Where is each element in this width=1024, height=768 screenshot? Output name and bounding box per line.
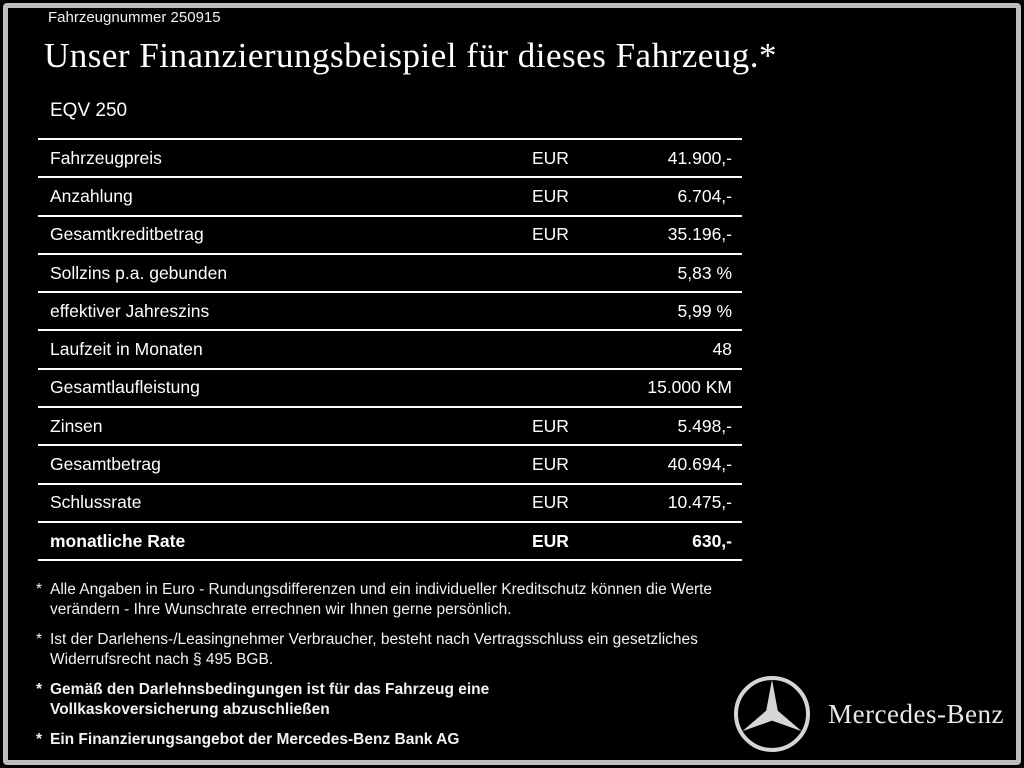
row-label: Fahrzeugpreis — [50, 147, 162, 168]
row-label: Laufzeit in Monaten — [50, 339, 203, 360]
table-row: effektiver Jahreszins 5,99 % — [38, 291, 742, 329]
footnote-text: Ein Finanzierungsangebot der Mercedes-Be… — [50, 730, 460, 748]
row-currency: EUR — [532, 530, 569, 551]
row-value: 5.498,- — [677, 415, 732, 436]
row-label: Gesamtkreditbetrag — [50, 224, 204, 245]
table-row: Sollzins p.a. gebunden 5,83 % — [38, 252, 742, 291]
table-row: Laufzeit in Monaten 48 — [38, 329, 742, 367]
table-row: Gesamtbetrag EUR 40.694,- — [38, 444, 742, 482]
row-value: 5,99 % — [677, 300, 732, 321]
footnote-marker: * — [36, 581, 43, 598]
row-currency: EUR — [532, 224, 569, 245]
mercedes-star-icon — [732, 674, 812, 754]
table-row: Gesamtlaufleistung 15.000 KM — [38, 367, 742, 406]
vehicle-number: Fahrzeugnummer 250915 — [48, 9, 221, 26]
table-row: Gesamtkreditbetrag EUR 35.196,- — [38, 214, 742, 253]
row-value: 5,83 % — [677, 262, 732, 283]
footnote: * Ein Finanzierungsangebot der Mercedes-… — [36, 730, 742, 750]
vehicle-model: EQV 250 — [50, 100, 128, 121]
table-row: Zinsen EUR 5.498,- — [38, 406, 742, 444]
footnote-text: Gemäß den Darlehnsbedingungen ist für da… — [50, 680, 490, 719]
table-row: Fahrzeugpreis EUR 41.900,- — [38, 138, 742, 176]
table-row: Anzahlung EUR 6.704,- — [38, 176, 742, 214]
brand-wordmark: Mercedes-Benz — [828, 698, 1004, 729]
row-label: Zinsen — [50, 415, 103, 436]
row-currency: EUR — [532, 492, 569, 513]
footnote-marker: * — [36, 680, 43, 698]
brand-area: Mercedes-Benz — [732, 674, 1004, 754]
table-row: Schlussrate EUR 10.475,- — [38, 482, 742, 521]
row-currency: EUR — [532, 454, 569, 475]
footnote-text: Ist der Darlehens-/Leasingnehmer Verbrau… — [50, 630, 698, 669]
row-currency: EUR — [532, 415, 569, 436]
footnote-marker: * — [36, 630, 43, 648]
row-label: Gesamtlaufleistung — [50, 377, 200, 398]
row-label: Schlussrate — [50, 492, 142, 513]
footnote: * Alle Angaben in Euro - Rundungsdiffere… — [36, 580, 742, 621]
row-value: 10.475,- — [667, 492, 732, 513]
row-label: Sollzins p.a. gebunden — [50, 262, 228, 283]
page-title: Unser Finanzierungsbeispiel für dieses F… — [44, 36, 778, 75]
row-value: 48 — [712, 339, 732, 360]
row-currency: EUR — [532, 147, 569, 168]
row-value: 40.694,- — [667, 454, 732, 475]
row-currency: EUR — [532, 185, 569, 206]
table-row-monthly-rate: monatliche Rate EUR 630,- — [38, 520, 742, 559]
row-value: 6.704,- — [677, 185, 732, 206]
row-value: 35.196,- — [667, 224, 732, 245]
row-label: effektiver Jahreszins — [50, 300, 210, 321]
row-label: Gesamtbetrag — [50, 454, 161, 475]
footnote: * Gemäß den Darlehnsbedingungen ist für … — [36, 680, 742, 721]
footnote-text: Alle Angaben in Euro - Rundungsdifferenz… — [50, 581, 713, 619]
footnote-marker: * — [36, 730, 43, 748]
footnote: * Ist der Darlehens-/Leasingnehmer Verbr… — [36, 630, 742, 671]
row-value: 15.000 KM — [647, 377, 732, 398]
row-value: 630,- — [692, 530, 732, 551]
row-label: monatliche Rate — [50, 530, 186, 551]
row-value: 41.900,- — [667, 147, 732, 168]
footnotes: * Alle Angaben in Euro - Rundungsdiffere… — [36, 580, 742, 759]
financing-table: Fahrzeugpreis EUR 41.900,- Anzahlung EUR… — [38, 138, 742, 562]
row-label: Anzahlung — [50, 185, 133, 206]
